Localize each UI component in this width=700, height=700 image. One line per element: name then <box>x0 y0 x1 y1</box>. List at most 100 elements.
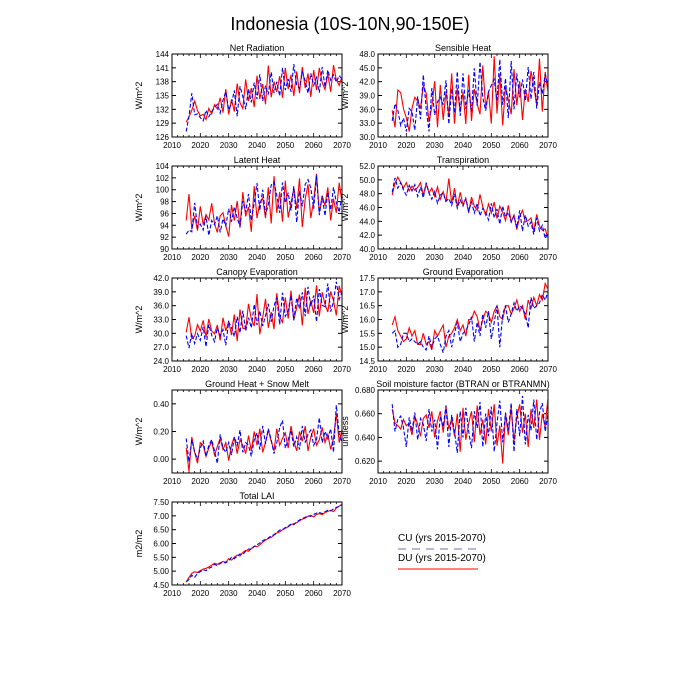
x-tick-label: 2020 <box>191 477 209 486</box>
y-tick-label: 42.0 <box>359 78 375 87</box>
y-tick-label: 48.0 <box>359 50 375 59</box>
panels: Net Radiation W/m^2 126 129 132 135 138 141 144 2… <box>134 43 557 598</box>
legend-label-cu: CU (yrs 2015-2070) <box>398 533 486 544</box>
x-tick-label: 2070 <box>333 477 351 486</box>
x-tick-label: 2060 <box>511 141 529 150</box>
y-tick-label: 0.20 <box>153 428 169 437</box>
y-axis-label: W/m^2 <box>340 194 350 222</box>
y-tick-label: 42.0 <box>153 274 169 283</box>
series-line-cu <box>185 281 342 349</box>
series-line-du <box>391 397 548 464</box>
x-tick-label: 2070 <box>539 141 557 150</box>
y-tick-label: 0.660 <box>355 410 376 419</box>
series-line-du <box>185 285 342 342</box>
x-tick-label: 2030 <box>426 477 444 486</box>
y-tick-label: 50.0 <box>359 176 375 185</box>
y-tick-label: 129 <box>156 119 170 128</box>
y-axis-label: W/m^2 <box>134 82 144 110</box>
y-axis-label: W/m^2 <box>134 418 144 446</box>
y-tick-label: 7.00 <box>153 512 169 521</box>
y-tick-label: 30.0 <box>359 133 375 142</box>
x-tick-label: 2070 <box>539 253 557 262</box>
panel-canopy_evaporation: Canopy Evaporation W/m^2 24.0 27.0 30.0 33.0 3… <box>134 267 351 374</box>
x-tick-label: 2040 <box>454 477 472 486</box>
x-tick-label: 2050 <box>482 253 500 262</box>
y-tick-label: 0.40 <box>153 400 169 409</box>
x-tick-label: 2020 <box>397 253 415 262</box>
panel-title: Net Radiation <box>230 43 285 53</box>
x-tick-label: 2020 <box>191 253 209 262</box>
y-axis-label: m2/m2 <box>134 530 144 558</box>
y-tick-label: 132 <box>156 105 170 114</box>
x-tick-label: 2060 <box>511 365 529 374</box>
plot-frame <box>377 277 549 362</box>
legend: CU (yrs 2015-2070) DU (yrs 2015-2070) <box>398 533 486 570</box>
x-tick-label: 2040 <box>248 589 266 598</box>
x-tick-label: 2010 <box>163 477 181 486</box>
series-line-cu <box>185 175 342 236</box>
panel-title: Ground Heat + Snow Melt <box>205 379 309 389</box>
x-tick-label: 2070 <box>539 365 557 374</box>
y-axis-label: W/m^2 <box>134 306 144 334</box>
x-tick-label: 2070 <box>333 253 351 262</box>
x-tick-label: 2030 <box>220 253 238 262</box>
series-line-cu <box>185 64 342 132</box>
y-axis-label: unitless <box>340 416 350 447</box>
y-tick-label: 126 <box>156 133 170 142</box>
y-tick-label: 17.5 <box>359 274 375 283</box>
x-tick-label: 2020 <box>397 365 415 374</box>
y-tick-label: 48.0 <box>359 190 375 199</box>
y-tick-label: 39.0 <box>359 92 375 101</box>
y-tick-label: 7.50 <box>153 498 169 507</box>
y-tick-label: 16.0 <box>359 316 375 325</box>
x-tick-label: 2010 <box>369 365 387 374</box>
x-tick-label: 2060 <box>305 141 323 150</box>
x-tick-label: 2060 <box>511 253 529 262</box>
panel-net_radiation: Net Radiation W/m^2 126 129 132 135 138 141 144 2… <box>134 43 351 150</box>
x-tick-label: 2020 <box>191 589 209 598</box>
y-tick-label: 90 <box>160 245 169 254</box>
x-tick-label: 2050 <box>276 253 294 262</box>
y-tick-label: 94 <box>160 221 169 230</box>
panel-total_lai: Total LAI m2/m2 4.50 5.00 5.50 6.00 6.50 7.00 7.… <box>134 491 351 598</box>
x-tick-label: 2040 <box>454 141 472 150</box>
y-tick-label: 44.0 <box>359 217 375 226</box>
y-tick-label: 102 <box>156 174 170 183</box>
y-tick-label: 144 <box>156 50 170 59</box>
panel-transpiration: Transpiration W/m^2 40.0 42.0 44.0 46.0 48.0 50… <box>340 155 557 262</box>
x-tick-label: 2020 <box>397 141 415 150</box>
x-tick-label: 2010 <box>369 253 387 262</box>
y-tick-label: 100 <box>156 186 170 195</box>
x-tick-label: 2040 <box>248 141 266 150</box>
y-tick-label: 24.0 <box>153 357 169 366</box>
x-tick-label: 2060 <box>511 477 529 486</box>
y-tick-label: 15.0 <box>359 343 375 352</box>
panel-latent_heat: Latent Heat W/m^2 90 92 94 96 98 100 102 104 2010 2… <box>134 155 351 262</box>
y-tick-label: 40.0 <box>359 245 375 254</box>
x-tick-label: 2050 <box>276 141 294 150</box>
panel-soil_moisture_factor: Soil moisture factor (BTRAN or BTRANMN) u… <box>340 379 557 486</box>
x-tick-label: 2030 <box>220 141 238 150</box>
y-tick-label: 98 <box>160 198 169 207</box>
x-tick-label: 2020 <box>191 365 209 374</box>
panel-title: Sensible Heat <box>435 43 492 53</box>
y-tick-label: 33.0 <box>153 316 169 325</box>
x-tick-label: 2060 <box>305 477 323 486</box>
y-tick-label: 0.680 <box>355 386 376 395</box>
panel-title: Total LAI <box>239 491 274 501</box>
y-tick-label: 6.50 <box>153 526 169 535</box>
y-tick-label: 96 <box>160 209 169 218</box>
series-line-cu <box>185 504 342 583</box>
x-tick-label: 2050 <box>276 589 294 598</box>
y-axis-label: W/m^2 <box>340 306 350 334</box>
x-tick-label: 2070 <box>333 141 351 150</box>
y-tick-label: 33.0 <box>359 119 375 128</box>
y-tick-label: 45.0 <box>359 64 375 73</box>
y-tick-label: 36.0 <box>153 302 169 311</box>
x-tick-label: 2040 <box>248 365 266 374</box>
panel-title: Latent Heat <box>234 155 281 165</box>
series-line-cu <box>391 177 548 241</box>
x-tick-label: 2060 <box>305 365 323 374</box>
x-tick-label: 2070 <box>539 477 557 486</box>
